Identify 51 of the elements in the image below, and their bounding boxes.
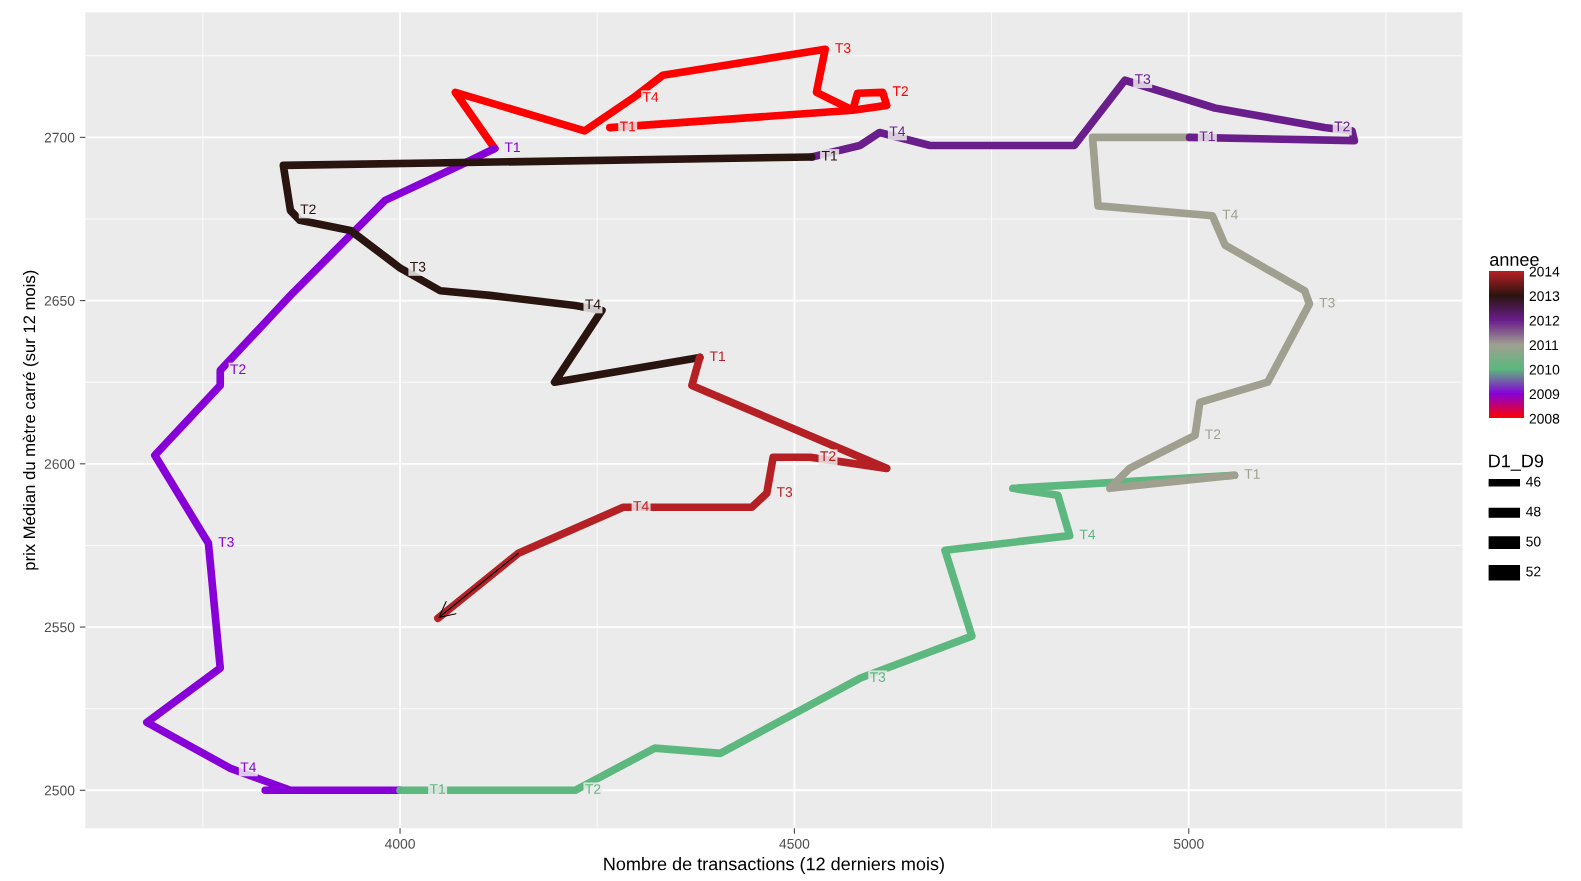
text: D1_D9 [1489, 454, 1544, 471]
y-tick-label: 2500 [44, 785, 75, 796]
y-tick-label: 2650 [44, 295, 75, 306]
data-label: T1 [1199, 131, 1215, 141]
x-tick-label: 5000 [1173, 838, 1204, 849]
data-label: T2 [1205, 429, 1221, 440]
data-label: T4 [1079, 529, 1096, 540]
color-bar-label: 2014 [1529, 266, 1560, 277]
data-label: T4 [585, 299, 601, 310]
x-axis-title: Nombre de transactions (12 derniers mois) [604, 857, 944, 874]
data-label: T3 [1134, 74, 1151, 84]
data-label: T1 [429, 784, 446, 794]
y-tick-label: 2700 [44, 132, 75, 143]
color-bar-label: 2010 [1529, 364, 1560, 375]
color-bar-label: 2012 [1529, 315, 1560, 326]
data-label: T4 [642, 92, 659, 102]
data-label: T3 [218, 537, 234, 547]
text: 52 [1526, 566, 1541, 577]
data-label: T1 [619, 121, 636, 132]
text: 50 [1526, 536, 1541, 547]
data-label: T2 [1334, 121, 1350, 132]
data-label: T2 [300, 204, 316, 215]
text: 48 [1525, 506, 1541, 517]
data-label: T2 [892, 86, 908, 96]
data-label: T3 [776, 487, 793, 497]
x-tick-label: 4500 [779, 838, 810, 849]
data-label: T2 [230, 364, 246, 375]
data-label: T4 [1222, 209, 1238, 220]
data-label: T2 [820, 451, 836, 461]
data-label: T2 [585, 784, 601, 794]
data-label: T1 [1244, 469, 1260, 479]
data-label: T1 [709, 351, 726, 361]
x-tick-label: 4000 [384, 838, 415, 849]
data-label: T3 [835, 43, 851, 53]
color-bar-label: 2011 [1529, 340, 1559, 351]
data-label: T3 [869, 672, 886, 683]
data-label: T4 [889, 126, 906, 137]
y-axis-title: prix Médian du mètre carré (sur 12 mois) [22, 270, 39, 570]
color-bar-label: 2008 [1529, 413, 1560, 424]
data-label: T3 [1319, 297, 1335, 308]
y-tick-label: 2550 [44, 622, 75, 633]
data-label: T4 [240, 762, 257, 772]
y-tick-label: 2600 [44, 459, 75, 469]
color-bar-label: 2009 [1529, 389, 1560, 400]
data-label: T1 [504, 142, 520, 153]
color-bar-title: annee [1490, 256, 1539, 266]
text: 46 [1525, 476, 1541, 487]
data-label: T4 [633, 501, 649, 511]
color-bar-label: 2013 [1529, 291, 1560, 302]
data-label: T1 [821, 150, 838, 161]
data-label: T3 [410, 261, 426, 272]
